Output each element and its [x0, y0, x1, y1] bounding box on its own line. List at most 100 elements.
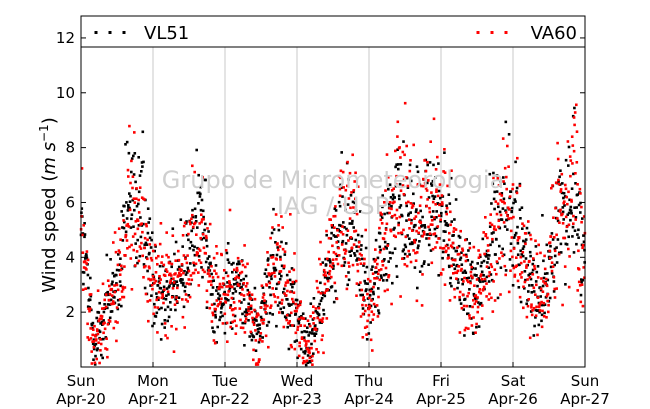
point-va60	[413, 241, 417, 244]
point-vl51	[116, 298, 120, 302]
point-va60	[243, 331, 247, 334]
point-va60	[295, 309, 298, 313]
y-tick-label: 4	[65, 248, 75, 266]
point-vl51	[278, 277, 282, 281]
point-vl51	[413, 266, 417, 269]
point-va60	[460, 267, 463, 271]
point-vl51	[83, 222, 86, 225]
point-va60	[422, 233, 426, 236]
point-va60	[412, 143, 415, 147]
point-va60	[411, 204, 415, 208]
point-vl51	[355, 249, 359, 253]
point-va60	[241, 263, 245, 267]
point-va60	[269, 236, 272, 240]
point-va60	[263, 299, 266, 302]
point-vl51	[562, 218, 565, 221]
point-vl51	[528, 284, 531, 287]
point-vl51	[80, 207, 84, 210]
point-vl51	[414, 210, 418, 214]
point-va60	[567, 190, 570, 194]
point-vl51	[191, 215, 194, 219]
point-vl51	[477, 277, 480, 280]
point-va60	[541, 290, 545, 293]
point-va60	[204, 252, 207, 255]
point-va60	[238, 299, 241, 303]
point-vl51	[137, 224, 141, 227]
point-vl51	[529, 254, 532, 258]
point-va60	[211, 313, 215, 317]
point-vl51	[395, 163, 398, 166]
point-vl51	[514, 160, 517, 164]
point-va60	[261, 296, 265, 299]
point-vl51	[161, 290, 164, 294]
point-vl51	[339, 224, 343, 228]
point-va60	[195, 233, 198, 236]
point-vl51	[148, 251, 151, 255]
point-vl51	[391, 251, 394, 255]
point-va60	[348, 217, 352, 220]
point-vl51	[494, 253, 497, 256]
x-tick-label-day: Sun	[67, 372, 96, 390]
point-vl51	[442, 230, 446, 233]
point-vl51	[398, 182, 402, 186]
point-vl51	[93, 363, 97, 366]
point-vl51	[359, 248, 363, 251]
point-va60	[328, 272, 331, 276]
point-va60	[189, 222, 192, 226]
point-va60	[154, 279, 158, 283]
point-va60	[261, 340, 264, 343]
point-vl51	[289, 283, 293, 286]
point-va60	[459, 229, 462, 233]
point-va60	[567, 285, 571, 289]
point-va60	[470, 324, 474, 327]
point-vl51	[427, 243, 431, 247]
point-vl51	[472, 332, 475, 335]
point-vl51	[157, 280, 161, 283]
point-vl51	[330, 285, 334, 288]
point-vl51	[559, 169, 562, 172]
point-vl51	[349, 194, 353, 197]
point-vl51	[241, 312, 244, 316]
point-vl51	[500, 192, 504, 195]
point-va60	[450, 264, 453, 268]
point-va60	[389, 229, 393, 233]
point-va60	[382, 247, 386, 251]
point-vl51	[567, 145, 571, 149]
point-vl51	[388, 183, 392, 186]
point-vl51	[241, 321, 244, 325]
point-vl51	[290, 303, 293, 306]
point-vl51	[570, 212, 573, 215]
point-vl51	[102, 337, 105, 341]
point-vl51	[306, 326, 309, 329]
point-va60	[526, 278, 529, 281]
legend-dot	[108, 31, 112, 34]
point-va60	[458, 295, 461, 299]
point-vl51	[128, 200, 132, 203]
point-va60	[331, 244, 334, 248]
point-vl51	[265, 275, 269, 278]
point-va60	[477, 249, 480, 252]
point-va60	[455, 277, 458, 280]
point-va60	[320, 318, 323, 322]
point-va60	[86, 336, 89, 339]
point-vl51	[459, 256, 463, 260]
point-va60	[422, 177, 425, 181]
legend-label-vl51: VL51	[144, 23, 189, 44]
point-vl51	[432, 163, 435, 167]
point-vl51	[464, 253, 468, 257]
point-vl51	[564, 283, 567, 286]
point-va60	[216, 304, 219, 308]
point-va60	[133, 131, 136, 134]
point-va60	[316, 286, 319, 290]
point-va60	[342, 248, 346, 252]
point-vl51	[434, 176, 437, 179]
point-vl51	[574, 182, 577, 185]
point-va60	[343, 203, 347, 206]
point-va60	[309, 315, 312, 318]
point-va60	[427, 179, 430, 182]
point-va60	[521, 250, 525, 254]
point-va60	[197, 271, 200, 274]
point-va60	[101, 307, 104, 310]
point-vl51	[317, 313, 321, 317]
point-va60	[225, 285, 228, 288]
